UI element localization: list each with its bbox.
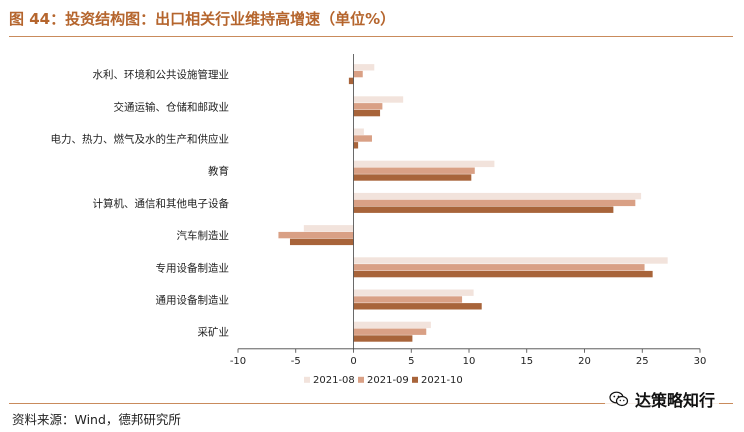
category-label: 汽车制造业 — [177, 229, 230, 242]
x-axis: -10 -5 0 5 10 15 20 25 30 — [230, 54, 707, 367]
x-tick-label: 30 — [694, 356, 707, 367]
x-tick-label: 15 — [520, 356, 533, 367]
bar-9-2021-09 — [353, 328, 427, 335]
bar-7-2021-10 — [353, 270, 653, 278]
bar-6-2021-08 — [303, 225, 354, 232]
bar-2-2021-09 — [353, 103, 383, 110]
x-tick-label: 5 — [408, 356, 414, 367]
bar-2-2021-10 — [353, 109, 381, 117]
bar-3-2021-08 — [353, 128, 364, 135]
category-label: 通用设备制造业 — [156, 294, 230, 307]
watermark-text: 达策略知行 — [635, 391, 716, 410]
category-label: 水利、环境和公共设施管理业 — [93, 68, 230, 81]
bar-4-2021-09 — [353, 167, 475, 174]
bar-5-2021-10 — [353, 206, 614, 213]
bar-chart: 水利、环境和公共设施管理业交通运输、仓储和邮政业电力、热力、燃气及水的生产和供应… — [51, 54, 707, 386]
legend-label: 2021-09 — [367, 375, 409, 386]
bar-1-2021-08 — [353, 64, 375, 71]
bar-2-2021-08 — [353, 96, 404, 103]
bar-5-2021-08 — [353, 192, 642, 200]
legend-swatch — [358, 376, 364, 383]
bar-8-2021-08 — [353, 289, 474, 296]
x-tick-label: -5 — [291, 356, 301, 367]
legend-label: 2021-08 — [313, 375, 355, 386]
source-note: 资料来源：Wind，德邦研究所 — [12, 412, 181, 427]
x-tick-label: -10 — [230, 356, 246, 367]
bar-7-2021-08 — [353, 257, 668, 264]
bar-6-2021-10 — [289, 238, 354, 246]
category-label: 电力、热力、燃气及水的生产和供应业 — [51, 133, 230, 146]
watermark: 达策略知行 — [605, 386, 720, 412]
wechat-icon — [609, 391, 629, 407]
bar-4-2021-08 — [353, 160, 495, 168]
legend-swatch — [412, 376, 418, 383]
x-tick-label: 20 — [578, 356, 591, 367]
bar-8-2021-09 — [353, 296, 463, 303]
bottom-rule — [9, 403, 733, 404]
bar-5-2021-09 — [353, 199, 636, 207]
bar-4-2021-10 — [353, 174, 472, 181]
top-rule — [9, 36, 733, 37]
x-tick-label: 0 — [350, 356, 356, 367]
legend-label: 2021-10 — [421, 375, 463, 386]
bar-3-2021-09 — [353, 135, 372, 142]
bar-1-2021-09 — [353, 70, 363, 78]
bar-1-2021-10 — [348, 77, 354, 85]
legend: 2021-08 2021-09 2021-10 — [304, 375, 463, 386]
bar-6-2021-09 — [278, 231, 354, 239]
bar-9-2021-08 — [353, 321, 431, 329]
bar-3-2021-10 — [353, 142, 359, 149]
bar-7-2021-09 — [353, 264, 645, 271]
category-label: 采矿业 — [198, 326, 230, 339]
category-label: 专用设备制造业 — [156, 261, 230, 274]
category-label: 交通运输、仓储和邮政业 — [114, 100, 230, 113]
category-label: 教育 — [208, 165, 229, 178]
bar-group — [278, 64, 668, 342]
legend-swatch — [304, 376, 310, 383]
figure-title: 图 44：投资结构图：出口相关行业维持高增速（单位%） — [9, 10, 396, 28]
category-label: 计算机、通信和其他电子设备 — [93, 197, 230, 210]
category-labels: 水利、环境和公共设施管理业交通运输、仓储和邮政业电力、热力、燃气及水的生产和供应… — [51, 68, 230, 339]
bar-8-2021-10 — [353, 303, 482, 310]
x-tick-label: 10 — [463, 356, 476, 367]
bar-9-2021-10 — [353, 335, 413, 342]
x-tick-label: 25 — [636, 356, 649, 367]
